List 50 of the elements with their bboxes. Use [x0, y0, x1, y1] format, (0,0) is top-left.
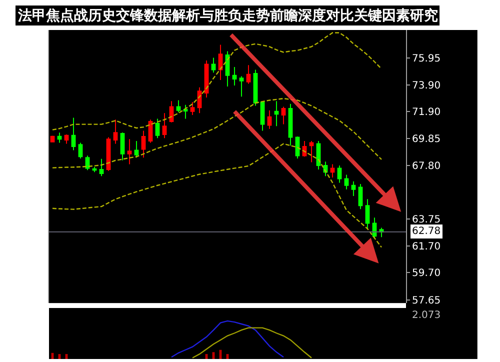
y-tick-label: 67.80	[412, 161, 441, 172]
candlestick	[358, 184, 363, 210]
candlestick	[120, 132, 125, 161]
candlestick	[190, 102, 195, 116]
candlestick	[57, 132, 62, 144]
candlestick	[246, 64, 251, 84]
candlestick	[225, 50, 230, 87]
candlestick	[113, 119, 118, 144]
candlestick	[330, 164, 335, 178]
candlestick	[64, 134, 69, 144]
candlestick	[162, 112, 167, 139]
candlestick	[365, 198, 370, 230]
y-tick-label: 57.65	[412, 295, 441, 306]
candlestick	[127, 138, 132, 165]
line-series	[52, 98, 382, 168]
candlestick	[176, 100, 181, 113]
y-tick-label: 61.70	[412, 242, 441, 253]
y-tick-label: 71.90	[412, 106, 441, 118]
candlestick	[239, 76, 244, 98]
candlestick	[155, 118, 160, 139]
line-series	[52, 32, 382, 130]
candlestick	[274, 100, 279, 127]
chart-title: 法甲焦点战历史交锋数据解析与胜负走势前瞻深度对比关键因素研究	[17, 7, 438, 24]
y-tick-label: 63.75	[412, 214, 441, 226]
candlestick	[267, 110, 272, 130]
y-tick-label: 75.95	[412, 53, 441, 64]
candlestick	[288, 103, 293, 146]
line-series	[52, 143, 382, 248]
y-tick-label: 73.90	[412, 80, 441, 92]
candlestick	[134, 140, 139, 158]
candlestick	[141, 130, 146, 158]
candlestick	[99, 158, 104, 177]
candlestick	[253, 69, 258, 106]
candlestick	[71, 117, 76, 151]
candlestick	[309, 140, 314, 163]
candlestick	[232, 66, 237, 86]
candlestick	[344, 174, 349, 190]
y-tick-label: 69.85	[412, 134, 441, 145]
ref-line-label: 62.78	[412, 226, 441, 237]
candlestick	[169, 100, 174, 123]
candlestick	[211, 57, 216, 74]
candlestick	[281, 106, 286, 125]
candlestick	[260, 100, 265, 132]
candlestick	[183, 104, 188, 120]
candlestick	[351, 180, 356, 196]
text: 2.073	[412, 310, 441, 321]
candlestick	[218, 44, 223, 80]
candlestick	[337, 165, 342, 184]
y-tick-label: 59.70	[412, 268, 441, 280]
candlestick	[78, 142, 83, 160]
